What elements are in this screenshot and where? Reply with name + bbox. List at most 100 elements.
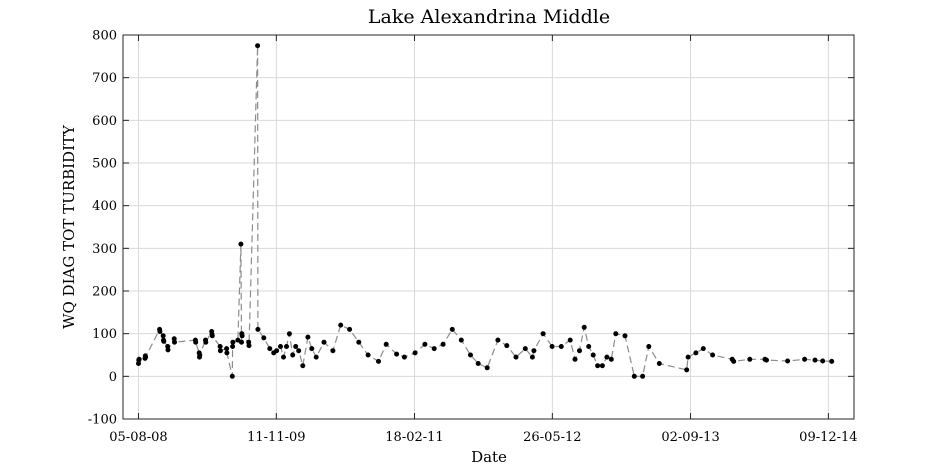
x-tick-label: 11-11-09 — [247, 430, 305, 445]
data-point — [246, 343, 252, 349]
x-tick-label: 05-08-08 — [109, 430, 167, 445]
data-points — [136, 43, 835, 379]
data-point — [193, 339, 199, 345]
data-point — [802, 356, 808, 362]
data-point — [467, 352, 473, 358]
data-point — [239, 333, 245, 339]
data-point — [143, 354, 149, 360]
data-point — [684, 367, 690, 373]
data-point — [646, 343, 652, 349]
data-point — [458, 337, 464, 343]
data-point — [356, 339, 362, 345]
data-point — [572, 356, 578, 362]
data-point — [172, 339, 178, 345]
data-point — [394, 351, 400, 357]
data-point — [274, 348, 280, 354]
data-point — [165, 347, 171, 353]
x-tick-label: 09-12-14 — [799, 430, 857, 445]
data-point — [529, 354, 535, 360]
data-point — [586, 343, 592, 349]
data-point — [820, 358, 826, 364]
data-point — [255, 43, 261, 49]
data-point — [558, 343, 564, 349]
data-point — [431, 346, 437, 352]
x-tick-label: 26-05-12 — [523, 430, 581, 445]
data-point — [365, 352, 371, 358]
data-point — [224, 350, 230, 356]
y-tick-label: 800 — [92, 29, 117, 44]
data-point — [567, 337, 573, 343]
data-point — [747, 356, 753, 362]
data-point — [595, 363, 601, 369]
data-point — [277, 343, 283, 349]
data-point — [812, 357, 818, 363]
x-tick-label: 02-09-13 — [661, 430, 719, 445]
data-point — [401, 354, 407, 360]
data-point — [540, 331, 546, 337]
data-point — [522, 346, 528, 352]
data-point — [785, 358, 791, 364]
y-tick-label: 500 — [92, 157, 117, 172]
data-point — [217, 343, 223, 349]
data-point — [347, 326, 353, 332]
data-point — [383, 341, 389, 347]
data-point — [338, 322, 344, 328]
data-point — [157, 328, 163, 334]
data-point — [293, 343, 299, 349]
data-point — [286, 331, 292, 337]
data-point — [235, 337, 241, 343]
chart-title: Lake Alexandrina Middle — [368, 6, 610, 28]
data-point — [230, 343, 236, 349]
data-point — [290, 352, 296, 358]
data-point — [631, 373, 637, 379]
data-point — [283, 343, 289, 349]
x-axis-label: Date — [471, 448, 507, 466]
data-point — [296, 348, 302, 354]
data-point — [238, 241, 244, 247]
data-point — [604, 354, 610, 360]
data-point — [239, 339, 245, 345]
data-point — [685, 354, 691, 360]
data-point — [613, 331, 619, 337]
data-point — [313, 354, 319, 360]
y-tick-label: -100 — [88, 413, 117, 428]
data-point — [330, 348, 336, 354]
data-point — [161, 338, 167, 344]
x-tick-label: 18-02-11 — [385, 430, 443, 445]
data-point — [640, 373, 646, 379]
data-point — [309, 346, 315, 352]
data-point — [440, 341, 446, 347]
data-point — [590, 352, 596, 358]
data-point — [608, 356, 614, 362]
y-tick-label: 400 — [92, 199, 117, 214]
y-tick-label: 700 — [92, 71, 117, 86]
series-line-layer — [137, 45, 832, 377]
data-point — [763, 357, 769, 363]
data-point — [549, 343, 555, 349]
y-tick-label: 100 — [92, 327, 117, 342]
data-point — [229, 373, 235, 379]
data-point — [513, 354, 519, 360]
y-tick-label: 200 — [92, 285, 117, 300]
data-point — [829, 358, 835, 364]
data-point — [217, 348, 223, 354]
y-axis-label: WQ DIAG TOT TURBIDITY — [60, 124, 78, 329]
data-point — [475, 360, 481, 366]
data-point — [136, 356, 142, 362]
data-point — [412, 350, 418, 356]
data-point — [581, 324, 587, 330]
data-point — [622, 333, 628, 339]
data-point — [300, 363, 306, 369]
data-point — [230, 339, 236, 345]
data-point — [495, 337, 501, 343]
data-point — [576, 348, 582, 354]
data-point — [267, 346, 273, 352]
y-tick-label: 300 — [92, 242, 117, 257]
axis-ticks: -100 0 100 200 300 400 500 600 700 800 05-08-08 11-… — [88, 29, 858, 446]
data-point — [261, 335, 267, 341]
y-tick-label: 0 — [109, 370, 117, 385]
data-point — [280, 354, 286, 360]
data-point — [422, 341, 428, 347]
data-point — [321, 339, 327, 345]
